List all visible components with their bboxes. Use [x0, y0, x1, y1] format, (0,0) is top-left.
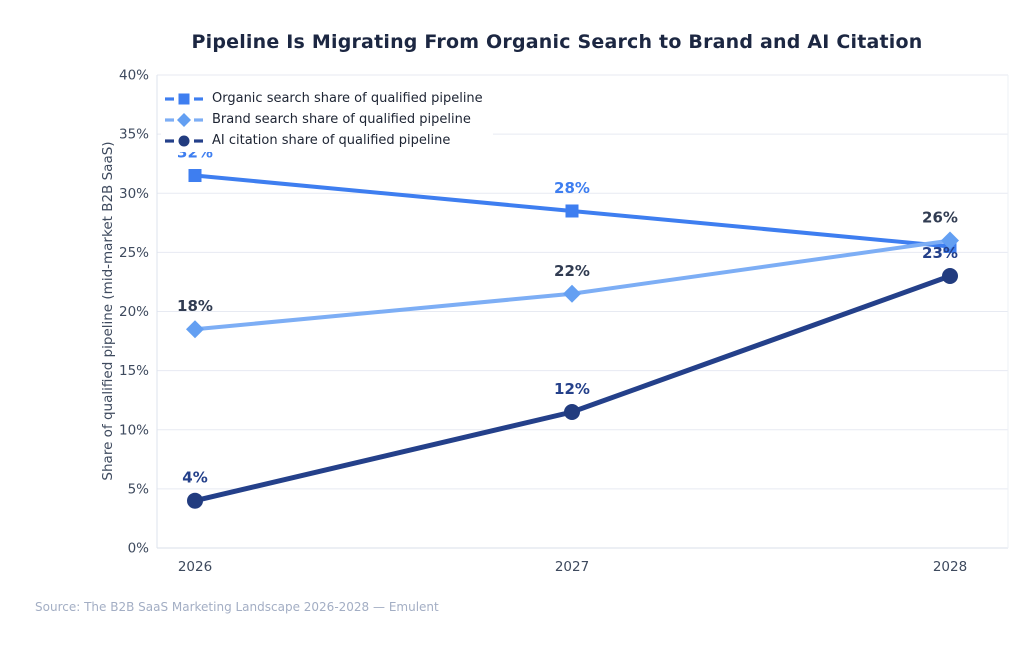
marker-diamond: [563, 284, 581, 303]
legend-label: AI citation share of qualified pipeline: [212, 133, 451, 148]
value-label-brand-search: 26%: [922, 209, 958, 227]
marker-diamond: [186, 320, 204, 339]
x-tick-label: 2026: [178, 559, 212, 575]
value-label-ai-citation: 12%: [554, 380, 590, 398]
y-tick-label: 5%: [128, 481, 150, 497]
square-legend-marker-icon: [165, 93, 203, 104]
y-tick-label: 25%: [119, 245, 149, 261]
x-tick-label: 2027: [555, 559, 589, 575]
marker-circle: [942, 268, 958, 285]
legend-label: Organic search share of qualified pipeli…: [212, 91, 483, 106]
y-tick-label: 30%: [119, 186, 149, 202]
y-tick-label: 10%: [119, 422, 149, 438]
y-tick-label: 15%: [119, 363, 149, 379]
y-axis-label: Share of qualified pipeline (mid-market …: [100, 141, 116, 481]
legend-item-brand-search: Brand search share of qualified pipeline: [165, 109, 483, 130]
y-tick-label: 0%: [128, 541, 150, 557]
legend-item-ai-citation: AI citation share of qualified pipeline: [165, 130, 483, 151]
marker-circle: [564, 404, 580, 421]
circle-legend-marker-icon: [165, 135, 203, 146]
value-label-ai-citation: 23%: [922, 244, 958, 262]
value-label-brand-search: 18%: [177, 297, 213, 315]
value-label-organic-search: 28%: [554, 179, 590, 197]
legend-item-organic-search: Organic search share of qualified pipeli…: [165, 88, 483, 109]
marker-square: [188, 169, 202, 183]
diamond-legend-marker-icon: [165, 112, 203, 127]
x-tick-label: 2028: [933, 559, 967, 575]
marker-square: [565, 204, 579, 218]
y-tick-label: 35%: [119, 127, 149, 143]
source-caption: Source: The B2B SaaS Marketing Landscape…: [35, 600, 439, 614]
chart-legend: Organic search share of qualified pipeli…: [161, 87, 493, 152]
value-label-ai-citation: 4%: [182, 469, 207, 487]
value-label-brand-search: 22%: [554, 262, 590, 280]
marker-diamond: [941, 231, 959, 250]
marker-circle: [187, 492, 203, 509]
y-tick-label: 20%: [119, 304, 149, 320]
y-tick-label: 40%: [119, 68, 149, 84]
chart-title: Pipeline Is Migrating From Organic Searc…: [191, 31, 923, 53]
legend-label: Brand search share of qualified pipeline: [212, 112, 471, 127]
